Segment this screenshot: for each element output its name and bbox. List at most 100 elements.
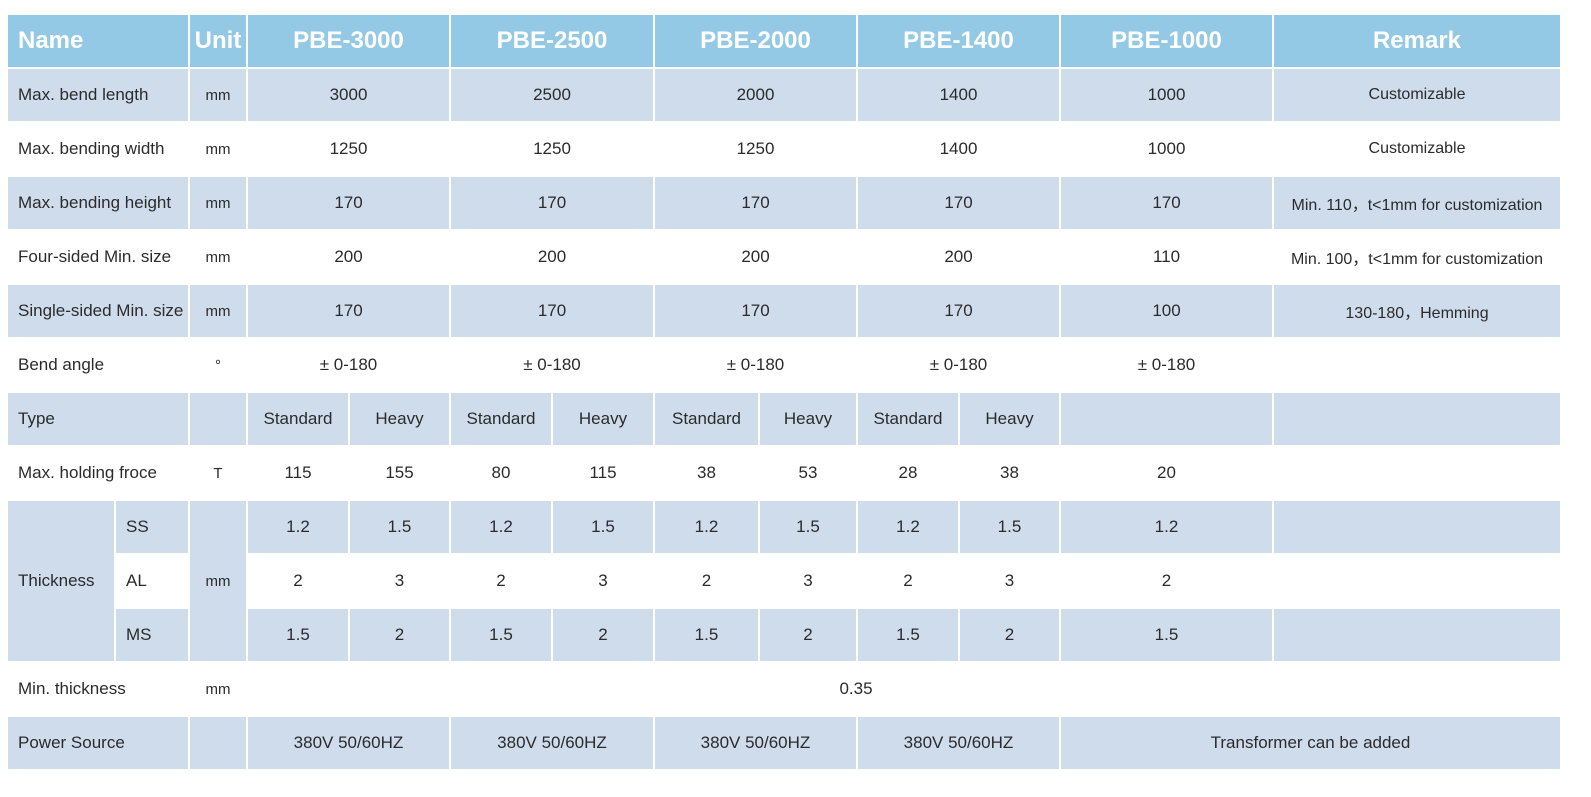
table-cell: 200	[858, 231, 1059, 283]
table-cell: 2	[350, 609, 449, 661]
table-cell: Standard	[858, 393, 958, 445]
table-cell: Customizable	[1274, 123, 1560, 175]
spec-table-wrap: Name Unit PBE-3000 PBE-2500 PBE-2000 PBE-1400…	[6, 13, 1562, 771]
table-cell: 2	[655, 555, 758, 607]
header-cell: Unit	[190, 15, 246, 67]
table-cell: mm	[190, 285, 246, 337]
table-cell: 1250	[451, 123, 653, 175]
table-body: Name Unit PBE-3000 PBE-2500 PBE-2000 PBE-1400…	[8, 15, 1560, 769]
table-row: Single-sided Min. size mm 170 170 170 170 100 1…	[8, 285, 1560, 337]
table-cell: 1.5	[858, 609, 958, 661]
table-cell: MS	[116, 609, 188, 661]
table-cell: mm	[190, 123, 246, 175]
table-cell: Power Source	[8, 717, 188, 769]
table-cell: 1.5	[451, 609, 551, 661]
table-cell: mm	[190, 69, 246, 121]
table-cell: Transformer can be added	[1061, 717, 1560, 769]
table-cell	[190, 393, 246, 445]
table-cell: Customizable	[1274, 69, 1560, 121]
table-cell	[1274, 339, 1560, 391]
table-row: Max. bend length mm 3000 2500 2000 1400 1000 Cu…	[8, 69, 1560, 121]
table-cell: 20	[1061, 447, 1272, 499]
table-cell	[1274, 447, 1560, 499]
table-cell: 1.5	[1061, 609, 1272, 661]
table-cell: 1250	[248, 123, 449, 175]
table-cell: mm	[190, 663, 246, 715]
table-cell: 2	[960, 609, 1059, 661]
table-cell: 1400	[858, 123, 1059, 175]
table-cell: 1.5	[960, 501, 1059, 553]
table-cell	[1274, 501, 1560, 553]
table-cell: Thickness	[8, 501, 114, 661]
table-cell: 1.5	[248, 609, 348, 661]
table-cell: Max. bending width	[8, 123, 188, 175]
table-cell: 200	[248, 231, 449, 283]
table-cell: Heavy	[760, 393, 856, 445]
table-cell: Max. holding froce	[8, 447, 188, 499]
table-cell: 3000	[248, 69, 449, 121]
table-cell: 1.2	[655, 501, 758, 553]
table-cell: Single-sided Min. size	[8, 285, 188, 337]
table-cell: 3	[553, 555, 653, 607]
table-cell: 1.5	[553, 501, 653, 553]
table-cell: ± 0-180	[1061, 339, 1272, 391]
table-cell: 1400	[858, 69, 1059, 121]
table-row: Max. bending width mm 1250 1250 1250 1400 1000…	[8, 123, 1560, 175]
table-cell: 2	[451, 555, 551, 607]
table-cell: °	[190, 339, 246, 391]
header-cell: Name	[8, 15, 188, 67]
table-cell: Heavy	[350, 393, 449, 445]
table-cell: Four-sided Min. size	[8, 231, 188, 283]
header-cell: PBE-1000	[1061, 15, 1272, 67]
table-cell: 170	[655, 177, 856, 229]
table-cell: 1250	[655, 123, 856, 175]
table-cell: Max. bend length	[8, 69, 188, 121]
table-cell: ± 0-180	[248, 339, 449, 391]
table-cell: 1.5	[350, 501, 449, 553]
table-cell: mm	[190, 501, 246, 661]
table-cell	[1274, 609, 1560, 661]
table-row: Bend angle ° ± 0-180 ± 0-180 ± 0-180 ± 0-180 ±…	[8, 339, 1560, 391]
table-cell: Standard	[451, 393, 551, 445]
table-row: Max. bending height mm 170 170 170 170 170 Min.…	[8, 177, 1560, 229]
table-cell: 100	[1061, 285, 1272, 337]
table-cell	[190, 717, 246, 769]
table-row: AL 2 3 2 3 2 3 2 3 2	[8, 555, 1560, 607]
table-cell: 380V 50/60HZ	[451, 717, 653, 769]
table-cell: 115	[248, 447, 348, 499]
table-cell: 170	[1061, 177, 1272, 229]
table-cell: Max. bending height	[8, 177, 188, 229]
table-cell: mm	[190, 231, 246, 283]
table-cell: 200	[451, 231, 653, 283]
table-cell: 170	[655, 285, 856, 337]
table-cell: 28	[858, 447, 958, 499]
table-cell: Standard	[248, 393, 348, 445]
table-cell: 3	[350, 555, 449, 607]
table-row: MS 1.5 2 1.5 2 1.5 2 1.5 2 1.5	[8, 609, 1560, 661]
table-cell: 2	[760, 609, 856, 661]
table-cell: 38	[960, 447, 1059, 499]
table-cell: 170	[858, 177, 1059, 229]
table-cell: 2	[858, 555, 958, 607]
table-cell: 380V 50/60HZ	[858, 717, 1059, 769]
header-row: Name Unit PBE-3000 PBE-2500 PBE-2000 PBE-1400…	[8, 15, 1560, 67]
table-cell: 1.2	[248, 501, 348, 553]
table-cell: Min. 110，t<1mm for customization	[1274, 177, 1560, 229]
table-cell	[1274, 393, 1560, 445]
table-cell: 170	[451, 177, 653, 229]
header-cell: PBE-1400	[858, 15, 1059, 67]
table-cell: 3	[760, 555, 856, 607]
header-cell: PBE-2500	[451, 15, 653, 67]
table-cell	[1274, 555, 1560, 607]
table-cell: 2	[248, 555, 348, 607]
table-cell: SS	[116, 501, 188, 553]
header-cell: PBE-3000	[248, 15, 449, 67]
table-cell: 170	[451, 285, 653, 337]
table-cell: 380V 50/60HZ	[248, 717, 449, 769]
table-cell: 1.2	[1061, 501, 1272, 553]
table-cell: mm	[190, 177, 246, 229]
table-cell: 170	[858, 285, 1059, 337]
table-cell	[1061, 393, 1272, 445]
table-cell: 110	[1061, 231, 1272, 283]
